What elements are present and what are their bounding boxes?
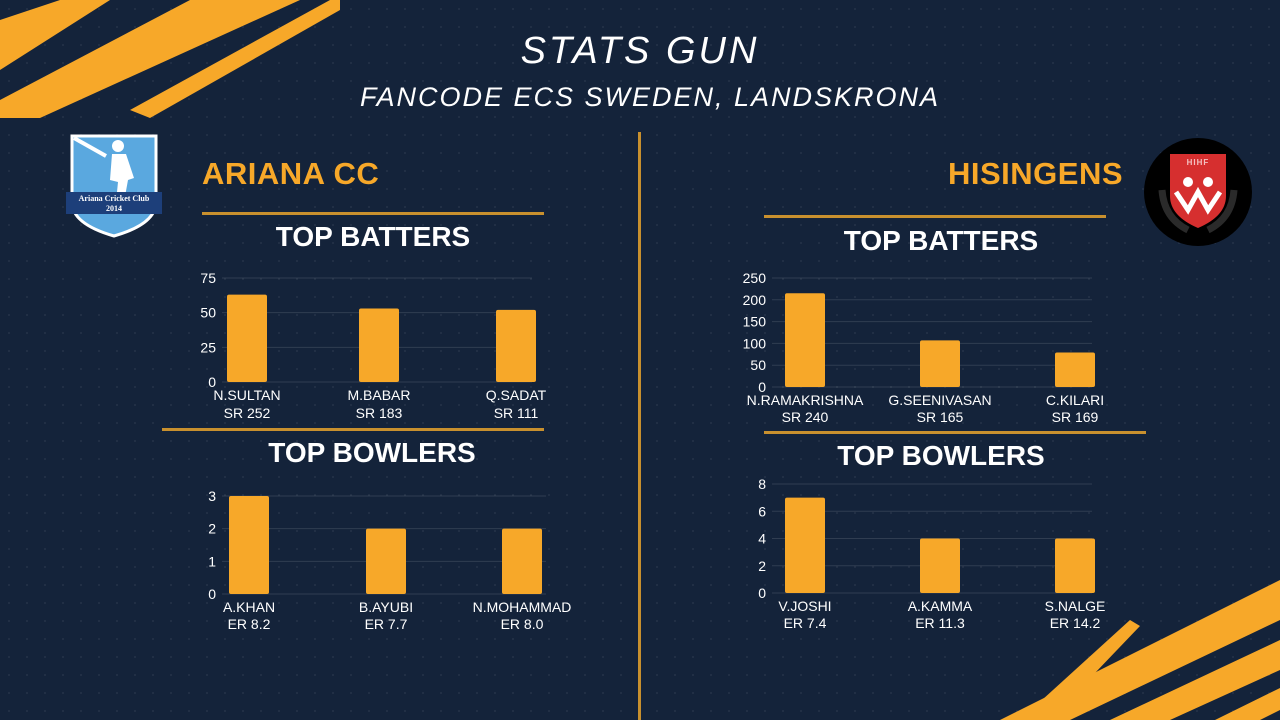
- left-batters-chart: 0 25 50 75 N.SULTAN SR 252 M.BABAR SR 183 Q.SADA…: [200, 270, 547, 421]
- hisingens-logo-text: HIHF: [1186, 158, 1210, 167]
- x-sublabel: ER 7.7: [365, 616, 408, 632]
- right-section-divider: [764, 431, 1146, 434]
- x-sublabel: ER 8.2: [228, 616, 271, 632]
- right-team-underline: [764, 215, 1106, 218]
- y-tick-label: 250: [743, 270, 767, 286]
- x-category-label: V.JOSHI: [778, 598, 831, 614]
- y-tick-label: 200: [743, 292, 767, 308]
- page-title: STATS GUN: [520, 30, 760, 72]
- y-tick-label: 150: [743, 314, 767, 330]
- ariana-logo: Ariana Cricket Club 2014: [66, 132, 162, 238]
- y-tick-label: 0: [758, 585, 766, 601]
- x-category-label: N.MOHAMMAD: [473, 599, 572, 615]
- left-batters-title: TOP BATTERS: [275, 221, 471, 252]
- bar: [785, 293, 825, 387]
- red-shield-laurel-icon: [1144, 138, 1252, 246]
- x-category-label: B.AYUBI: [359, 599, 413, 615]
- y-tick-label: 100: [743, 335, 767, 351]
- right-team-name: HISINGENS: [948, 156, 1124, 191]
- x-sublabel: SR 165: [917, 409, 964, 425]
- x-sublabel: ER 14.2: [1050, 615, 1101, 631]
- ariana-logo-text-2: 2014: [106, 204, 122, 213]
- x-category-label: N.SULTAN: [213, 387, 280, 403]
- x-sublabel: SR 240: [782, 409, 829, 425]
- y-tick-label: 0: [758, 379, 766, 395]
- x-sublabel: SR 169: [1052, 409, 1099, 425]
- x-category-label: S.NALGE: [1045, 598, 1106, 614]
- center-divider: [638, 132, 641, 720]
- bar: [1055, 352, 1095, 387]
- left-team-underline: [202, 212, 544, 215]
- hisingens-logo: HIHF: [1144, 138, 1252, 246]
- bar: [502, 528, 542, 594]
- left-section-divider: [162, 428, 544, 431]
- x-sublabel: ER 7.4: [784, 615, 827, 631]
- y-tick-label: 0: [208, 374, 216, 390]
- x-category-label: Q.SADAT: [486, 387, 547, 403]
- bar: [229, 496, 269, 594]
- bar: [496, 309, 536, 382]
- x-sublabel: SR 252: [224, 405, 271, 421]
- y-tick-label: 4: [758, 531, 766, 547]
- x-sublabel: ER 8.0: [501, 616, 544, 632]
- bar: [359, 308, 399, 382]
- x-sublabel: SR 111: [494, 405, 539, 421]
- x-category-label: N.RAMAKRISHNA: [747, 392, 864, 408]
- bar: [785, 497, 825, 593]
- x-category-label: A.KAMMA: [908, 598, 973, 614]
- y-tick-label: 50: [750, 357, 766, 373]
- y-tick-label: 25: [200, 339, 216, 355]
- y-tick-label: 1: [208, 553, 216, 569]
- top-left-slash-decoration: [0, 0, 340, 118]
- bar: [920, 340, 960, 387]
- bar: [366, 528, 406, 594]
- x-category-label: A.KHAN: [223, 599, 275, 615]
- left-bowlers-title: TOP BOWLERS: [268, 437, 476, 468]
- batsman-shield-icon: [66, 134, 162, 238]
- y-tick-label: 2: [758, 558, 766, 574]
- y-tick-label: 50: [200, 305, 216, 321]
- right-bowlers-title: TOP BOWLERS: [837, 440, 1045, 471]
- page-subtitle: FANCODE ECS SWEDEN, LANDSKRONA: [359, 82, 941, 112]
- x-category-label: G.SEENIVASAN: [888, 392, 991, 408]
- left-team-name: ARIANA CC: [202, 156, 380, 191]
- ariana-logo-text-1: Ariana Cricket Club: [78, 194, 150, 203]
- y-tick-label: 3: [208, 488, 216, 504]
- x-category-label: M.BABAR: [347, 387, 410, 403]
- y-tick-label: 75: [200, 270, 216, 286]
- x-sublabel: ER 11.3: [915, 615, 965, 631]
- x-category-label: C.KILARI: [1046, 392, 1104, 408]
- bar: [920, 538, 960, 593]
- bottom-right-slash-decoration: [1000, 580, 1280, 720]
- right-batters-title: TOP BATTERS: [843, 225, 1039, 256]
- y-tick-label: 0: [208, 586, 216, 602]
- x-sublabel: SR 183: [356, 405, 403, 421]
- y-tick-label: 2: [208, 521, 216, 537]
- bar: [227, 294, 267, 382]
- y-tick-label: 8: [758, 476, 766, 492]
- bar: [1055, 538, 1095, 593]
- y-tick-label: 6: [758, 503, 766, 519]
